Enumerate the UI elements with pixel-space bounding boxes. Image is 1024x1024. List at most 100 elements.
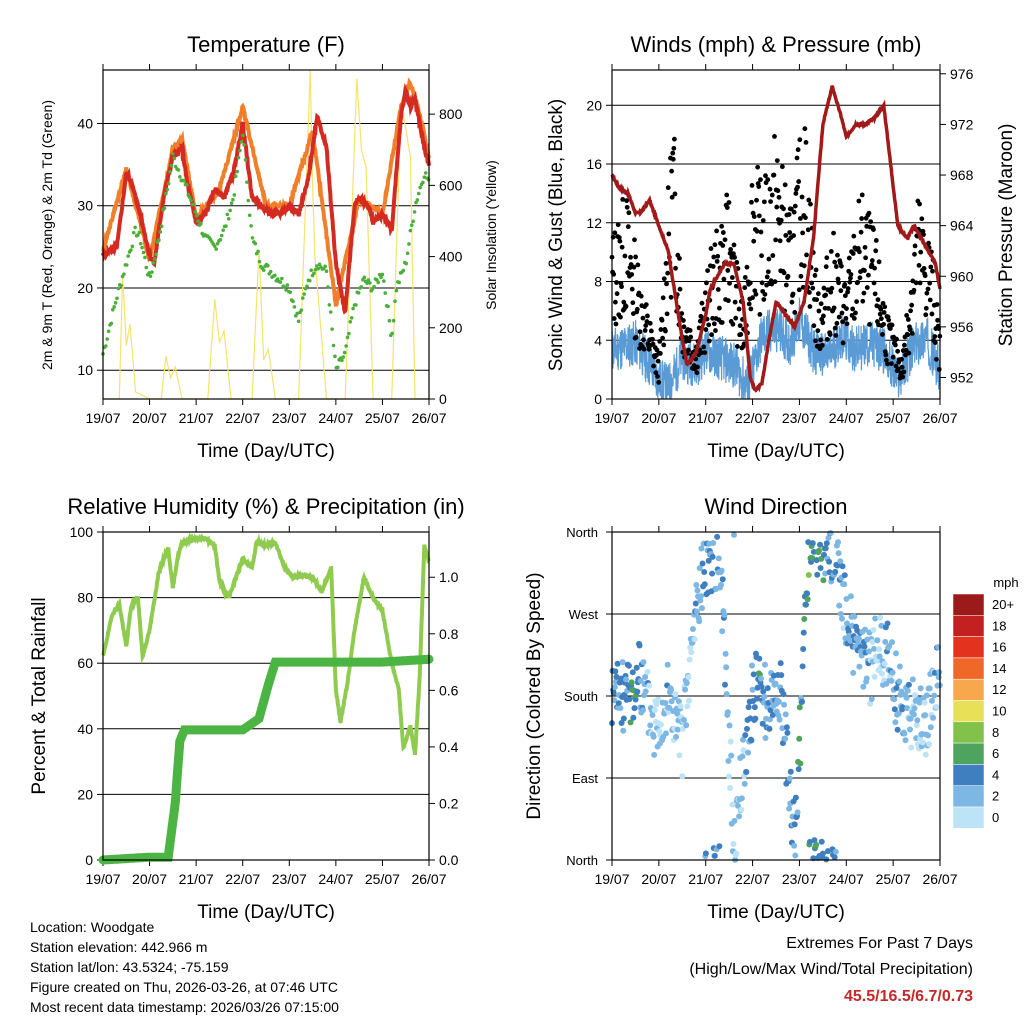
- y-tick-label-1: 20: [77, 280, 93, 296]
- gust-point: [665, 270, 671, 276]
- gust-point: [919, 216, 925, 222]
- gust-point: [913, 280, 919, 286]
- gust-point: [670, 150, 676, 156]
- gust-point: [630, 300, 636, 306]
- direction-point: [731, 531, 738, 538]
- gust-point: [715, 287, 721, 292]
- dewpoint-point: [189, 198, 193, 203]
- direction-point: [611, 697, 618, 704]
- gust-point: [833, 333, 839, 338]
- gust-point: [831, 230, 836, 236]
- direction-point: [693, 608, 700, 615]
- gust-point: [824, 255, 830, 261]
- gust-point: [656, 379, 662, 385]
- direction-point: [725, 773, 732, 780]
- gust-point: [699, 300, 705, 306]
- gust-point: [927, 280, 933, 286]
- gust-point: [720, 230, 726, 235]
- legend-label: 12: [992, 682, 1006, 697]
- dewpoint-point: [143, 255, 147, 260]
- gust-point: [789, 299, 795, 305]
- gust-point: [709, 332, 714, 338]
- gust-point: [859, 216, 865, 221]
- gust-point: [732, 299, 738, 305]
- gust-point: [666, 231, 672, 237]
- gust-point: [773, 237, 779, 243]
- direction-point: [716, 843, 723, 850]
- gust-point: [641, 337, 646, 343]
- direction-point: [909, 676, 916, 683]
- dewpoint-point: [126, 254, 130, 258]
- gust-point: [645, 313, 650, 319]
- gust-point: [885, 361, 890, 367]
- gust-point: [850, 306, 856, 312]
- gust-point: [749, 183, 755, 188]
- direction-point: [631, 705, 638, 712]
- direction-point: [750, 671, 757, 678]
- gust-point: [702, 290, 708, 296]
- gust-point: [831, 305, 837, 311]
- dewpoint-point: [157, 238, 161, 242]
- legend-swatch: [952, 806, 985, 829]
- y-tick-label-3: 40: [77, 721, 93, 737]
- y2-tick-label-1: 400: [439, 249, 463, 265]
- direction-point: [892, 719, 899, 726]
- gust-point: [917, 280, 923, 286]
- direction-point: [775, 698, 782, 705]
- direction-point: [881, 660, 888, 667]
- direction-point: [874, 637, 881, 644]
- dewpoint-point: [225, 212, 230, 217]
- dewpoint-point: [401, 268, 406, 273]
- dewpoint-point: [390, 331, 395, 336]
- direction-point: [751, 704, 758, 711]
- direction-point: [738, 795, 745, 802]
- direction-point: [740, 736, 747, 743]
- dewpoint-point: [124, 263, 129, 267]
- gust-point: [853, 310, 858, 316]
- x-tick-label-1: 21/07: [179, 410, 214, 426]
- gust-point: [738, 332, 744, 337]
- direction-point: [722, 681, 729, 688]
- dewpoint-point: [412, 210, 417, 214]
- gust-point: [839, 310, 845, 316]
- dewpoint-point: [162, 206, 167, 211]
- y2-tick-label-3: 0.6: [439, 682, 459, 698]
- plot-frame-4: [611, 531, 941, 861]
- dewpoint-point: [407, 242, 411, 246]
- dewpoint-point: [115, 296, 119, 301]
- gust-point: [844, 306, 849, 311]
- direction-point: [837, 558, 844, 565]
- gust-point: [754, 197, 759, 203]
- legend-swatch: [952, 785, 985, 808]
- gust-point: [800, 230, 806, 236]
- gust-point: [930, 268, 935, 274]
- direction-point: [843, 595, 850, 602]
- legend-swatch: [952, 593, 985, 616]
- gust-point: [818, 337, 824, 343]
- gust-point: [798, 273, 804, 279]
- gust-point: [895, 366, 901, 372]
- gust-point: [686, 347, 691, 353]
- dewpoint-point: [323, 264, 327, 269]
- direction-point: [649, 711, 656, 718]
- direction-point: [693, 581, 700, 588]
- gust-point: [871, 227, 876, 232]
- dewpoint-point: [273, 273, 277, 278]
- gust-point: [770, 253, 776, 258]
- direction-point: [662, 699, 669, 706]
- dewpoint-point: [326, 285, 330, 289]
- direction-point: [883, 680, 890, 687]
- direction-point: [646, 682, 653, 689]
- gust-point: [731, 242, 737, 248]
- gust-point: [758, 177, 763, 183]
- direction-point: [872, 615, 879, 622]
- gust-point: [832, 259, 838, 265]
- direction-point: [868, 695, 875, 702]
- gust-point: [719, 223, 725, 229]
- dewpoint-point: [312, 271, 316, 276]
- gust-point: [661, 342, 667, 348]
- gust-point: [827, 332, 833, 337]
- direction-point: [827, 530, 834, 537]
- dewpoint-point: [192, 202, 196, 207]
